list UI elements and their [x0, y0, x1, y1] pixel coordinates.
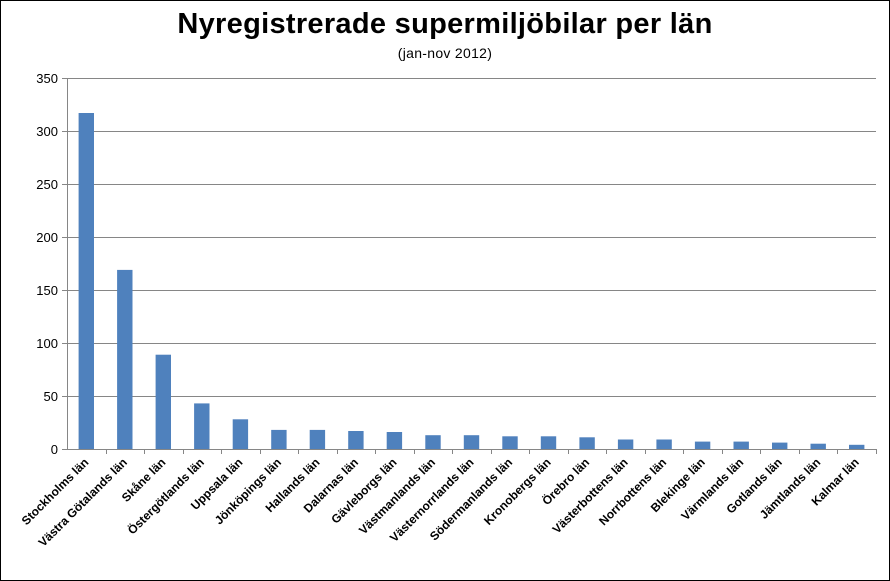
y-tick-label: 150	[36, 283, 58, 298]
y-axis: 0 50 100 150 200 250 300 350	[36, 71, 68, 457]
x-tick-label: Gävleborgs län	[328, 455, 399, 526]
bar	[733, 441, 749, 449]
bar	[78, 113, 94, 449]
y-tick-label: 350	[36, 71, 58, 86]
bar	[772, 442, 788, 449]
bar	[810, 443, 826, 449]
bar	[271, 429, 287, 449]
bar	[309, 429, 326, 449]
x-tick-label: Stockholms län	[19, 455, 92, 528]
chart-subtitle: (jan-nov 2012)	[397, 45, 493, 61]
bar	[502, 436, 518, 449]
bars	[78, 113, 865, 449]
bar	[849, 444, 865, 449]
bar	[540, 436, 557, 449]
bar	[386, 432, 403, 449]
bar	[579, 437, 595, 449]
bar	[617, 439, 634, 449]
gridlines	[67, 78, 876, 397]
chart-title: Nyregistrerade supermiljöbilar per län	[177, 8, 713, 40]
bar	[155, 354, 171, 449]
x-tick-label: Jönköpings län	[212, 455, 284, 527]
x-tick-label: Kronobergs län	[481, 455, 554, 528]
bar	[194, 403, 210, 449]
bar	[463, 435, 480, 449]
y-tick-label: 50	[44, 389, 58, 404]
y-tick-label: 100	[36, 336, 58, 351]
bar	[694, 441, 711, 449]
y-tick-label: 0	[51, 442, 58, 457]
bar	[656, 439, 672, 449]
bar	[348, 431, 364, 449]
y-tick-label: 250	[36, 177, 58, 192]
bar	[232, 419, 249, 449]
y-tick-label: 200	[36, 230, 58, 245]
y-tick-label: 300	[36, 124, 58, 139]
bar	[117, 269, 133, 449]
bar	[425, 435, 441, 449]
x-tick-label: Norrbottens län	[596, 455, 669, 528]
